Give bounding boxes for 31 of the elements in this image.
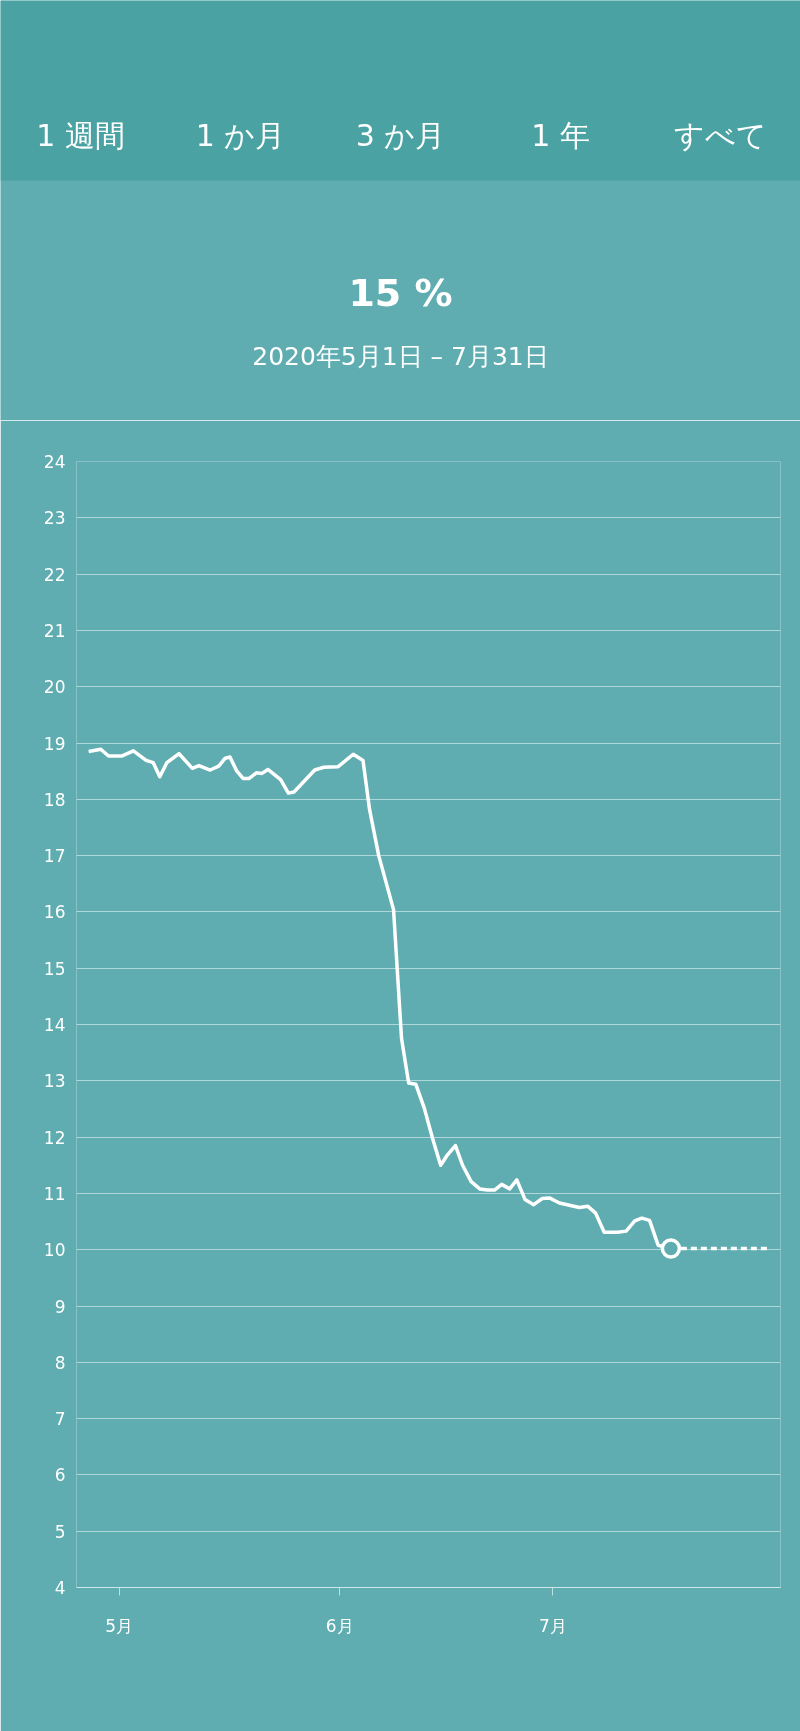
- y-tick-label: 23: [43, 508, 66, 529]
- y-tick-label: 10: [43, 1240, 66, 1261]
- y-tick-label: 14: [43, 1015, 66, 1035]
- y-tick-label: 24: [43, 452, 66, 472]
- y-tick-label: 21: [43, 620, 66, 641]
- y-tick-label: 18: [43, 789, 66, 810]
- y-tick-label: 15: [43, 958, 66, 979]
- text: 1 年: [531, 118, 590, 153]
- y-tick-label: 19: [43, 733, 66, 754]
- y-tick-label: 20: [43, 677, 66, 698]
- y-tick-label: 11: [43, 1183, 66, 1204]
- x-tick-label: 5月: [105, 1615, 134, 1636]
- y-tick-label: 8: [54, 1352, 66, 1373]
- y-tick-label: 22: [43, 564, 66, 585]
- y-tick-label: 16: [43, 902, 66, 923]
- text: 1 か月: [195, 118, 286, 153]
- x-tick-label: 7月: [539, 1615, 567, 1636]
- y-tick-label: 9: [54, 1296, 66, 1317]
- chart-title: 15 %: [348, 270, 453, 315]
- text: 3 か月: [355, 118, 446, 153]
- y-tick-label: 4: [54, 1578, 66, 1598]
- y-tick-label: 12: [43, 1127, 66, 1148]
- text: すべて: [674, 118, 767, 153]
- y-tick-label: 17: [43, 846, 66, 867]
- y-tick-label: 6: [54, 1465, 66, 1486]
- x-tick-label: 6月: [325, 1615, 354, 1636]
- chart-subtitle: 2020年5月1日 – 7月31日: [252, 342, 549, 371]
- y-tick-label: 5: [54, 1521, 66, 1542]
- y-tick-label: 13: [43, 1071, 66, 1092]
- y-tick-label: 7: [54, 1409, 66, 1430]
- text: 1 週間: [36, 118, 125, 153]
